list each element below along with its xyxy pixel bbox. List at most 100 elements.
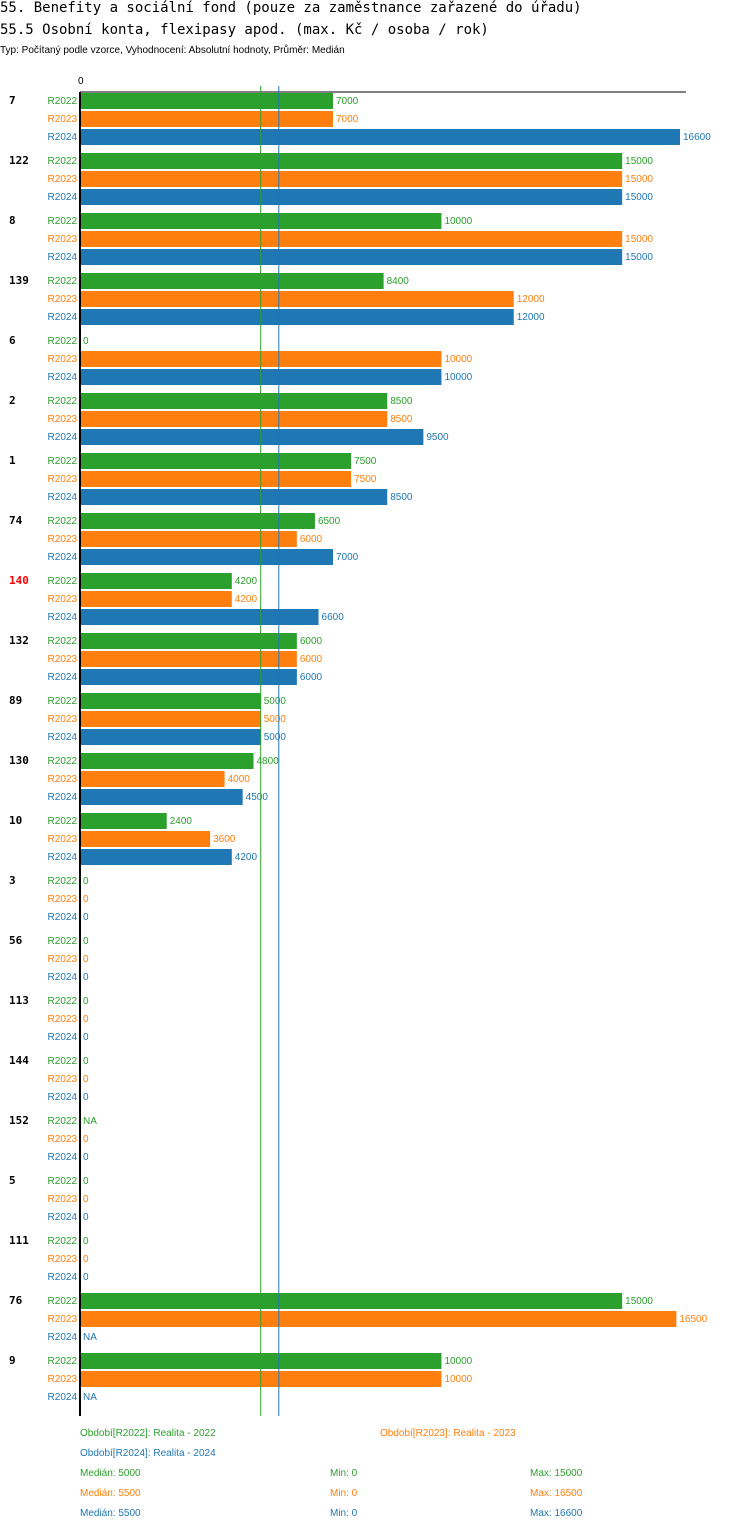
bar-r2022 [80, 753, 254, 769]
bar-r2023 [80, 111, 334, 127]
bar-r2023 [80, 651, 297, 667]
data-label-r2022: 8400 [387, 276, 410, 287]
bar-r2023 [80, 471, 352, 487]
series-label-r2022: R2022 [48, 636, 78, 647]
data-label-r2023: 10000 [444, 354, 472, 365]
data-label-r2024: 6600 [322, 612, 345, 623]
data-label-r2024: 0 [83, 972, 89, 983]
series-label-r2024: R2024 [48, 912, 78, 923]
data-label-r2023: 0 [83, 1074, 89, 1085]
data-label-r2023: 15000 [625, 234, 653, 245]
bar-r2022 [80, 513, 315, 529]
series-label-r2022: R2022 [48, 696, 78, 707]
series-label-r2022: R2022 [48, 936, 78, 947]
series-label-r2024: R2024 [48, 372, 78, 383]
series-label-r2023: R2023 [48, 954, 78, 965]
data-label-r2022: 2400 [170, 816, 193, 827]
group-label: 10 [9, 814, 22, 827]
series-label-r2022: R2022 [48, 276, 78, 287]
series-label-r2023: R2023 [48, 894, 78, 905]
data-label-r2022: 10000 [444, 216, 472, 227]
data-label-r2024: 16600 [683, 132, 711, 143]
bar-r2022 [80, 153, 623, 169]
bar-r2024 [80, 609, 319, 625]
series-label-r2023: R2023 [48, 1314, 78, 1325]
group-label: 130 [9, 754, 29, 767]
series-label-r2023: R2023 [48, 354, 78, 365]
data-label-r2022: 4800 [256, 756, 279, 767]
series-label-r2022: R2022 [48, 1236, 78, 1247]
data-label-r2023: 16500 [679, 1314, 707, 1325]
bar-r2023 [80, 291, 514, 307]
series-label-r2023: R2023 [48, 1254, 78, 1265]
data-label-r2022: 0 [83, 336, 89, 347]
data-label-r2024: 0 [83, 1152, 89, 1163]
data-label-r2024: 0 [83, 1032, 89, 1043]
legend-period-r2022: Období[R2022]: Realita - 2022 [80, 1428, 216, 1439]
series-label-r2024: R2024 [48, 1332, 78, 1343]
data-label-r2023: 0 [83, 1254, 89, 1265]
data-label-r2023: 5000 [264, 714, 287, 725]
series-label-r2022: R2022 [48, 876, 78, 887]
series-label-r2023: R2023 [48, 1074, 78, 1085]
series-label-r2023: R2023 [48, 1194, 78, 1205]
series-label-r2024: R2024 [48, 252, 78, 263]
group-label: 113 [9, 994, 29, 1007]
data-label-r2022: 7000 [336, 96, 359, 107]
chart-title: 55. Benefity a sociální fond (pouze za z… [0, 0, 582, 16]
bar-r2023 [80, 231, 623, 247]
series-label-r2024: R2024 [48, 1032, 78, 1043]
data-label-r2023: 0 [83, 1134, 89, 1145]
axis-zero-label: 0 [78, 76, 84, 87]
data-label-r2023: 4000 [228, 774, 251, 785]
bar-r2022 [80, 693, 261, 709]
bar-r2023 [80, 411, 388, 427]
data-label-r2023: 0 [83, 1194, 89, 1205]
group-label: 76 [9, 1294, 23, 1307]
chart-info: Typ: Počítaný podle vzorce, Vyhodnocení:… [0, 45, 345, 56]
data-label-r2024: 7000 [336, 552, 359, 563]
series-label-r2024: R2024 [48, 432, 78, 443]
group-label: 1 [9, 454, 16, 467]
data-label-r2024: 4500 [246, 792, 269, 803]
data-label-r2023: 3600 [213, 834, 236, 845]
series-label-r2023: R2023 [48, 1134, 78, 1145]
legend-max-r2024: Max: 16600 [530, 1508, 583, 1519]
data-label-r2024: 4200 [235, 852, 258, 863]
chart-subtitle: 55.5 Osobní konta, flexipasy apod. (max.… [0, 22, 489, 38]
data-label-r2023: 12000 [517, 294, 545, 305]
group-label: 7 [9, 94, 16, 107]
series-label-r2024: R2024 [48, 1272, 78, 1283]
data-label-r2024: 10000 [444, 372, 472, 383]
group-label: 9 [9, 1354, 16, 1367]
series-label-r2022: R2022 [48, 96, 78, 107]
data-label-r2022: 0 [83, 1236, 89, 1247]
bar-r2023 [80, 1311, 677, 1327]
legend-min-r2024: Min: 0 [330, 1508, 358, 1519]
data-label-r2023: 6000 [300, 654, 323, 665]
legend-median-r2023: Medián: 5500 [80, 1488, 141, 1499]
bar-r2022 [80, 1293, 623, 1309]
data-label-r2023: 7500 [354, 474, 377, 485]
data-label-r2023: 10000 [444, 1374, 472, 1385]
group-label: 122 [9, 154, 29, 167]
data-label-r2023: 0 [83, 894, 89, 905]
series-label-r2023: R2023 [48, 834, 78, 845]
data-label-r2023: 6000 [300, 534, 323, 545]
series-label-r2024: R2024 [48, 312, 78, 323]
group-label: 6 [9, 334, 16, 347]
data-label-r2023: 7000 [336, 114, 359, 125]
series-label-r2023: R2023 [48, 714, 78, 725]
series-label-r2023: R2023 [48, 1014, 78, 1025]
series-label-r2024: R2024 [48, 732, 78, 743]
data-label-r2024: 0 [83, 1212, 89, 1223]
data-label-r2022: 0 [83, 1176, 89, 1187]
data-label-r2024: 9500 [426, 432, 449, 443]
series-label-r2024: R2024 [48, 852, 78, 863]
data-label-r2022: 7500 [354, 456, 377, 467]
series-label-r2024: R2024 [48, 552, 78, 563]
bar-r2022 [80, 453, 352, 469]
series-label-r2024: R2024 [48, 192, 78, 203]
series-label-r2023: R2023 [48, 594, 78, 605]
